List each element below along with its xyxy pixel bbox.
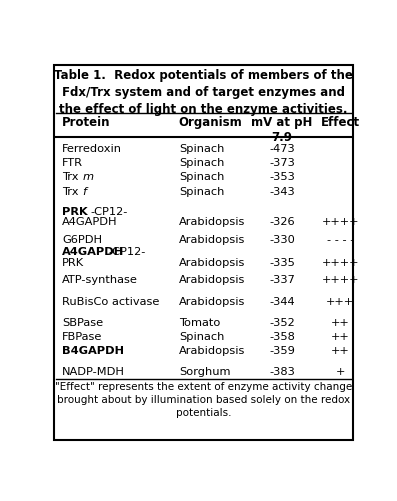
Text: Arabidopsis: Arabidopsis [179, 234, 245, 244]
Text: Spinach: Spinach [179, 158, 224, 168]
Text: -383: -383 [269, 366, 295, 376]
Text: A4GAPDH: A4GAPDH [62, 247, 124, 257]
Text: Tomato: Tomato [179, 317, 220, 327]
Text: ++: ++ [331, 345, 350, 355]
Text: mV at pH
7.9: mV at pH 7.9 [251, 115, 312, 143]
Text: -353: -353 [269, 172, 295, 182]
Text: Arabidopsis: Arabidopsis [179, 345, 245, 355]
Text: Arabidopsis: Arabidopsis [179, 275, 245, 285]
Text: ++++: ++++ [322, 217, 359, 227]
Text: Sorghum: Sorghum [179, 366, 230, 376]
Text: +++: +++ [326, 296, 355, 306]
Text: Arabidopsis: Arabidopsis [179, 296, 245, 306]
Text: -359: -359 [269, 345, 295, 355]
Text: -CP12-: -CP12- [90, 206, 127, 216]
Text: FTR: FTR [62, 158, 83, 168]
Text: Arabidopsis: Arabidopsis [179, 258, 245, 268]
Text: ++: ++ [331, 317, 350, 327]
Text: ++: ++ [331, 331, 350, 341]
Text: ++++: ++++ [322, 258, 359, 268]
FancyBboxPatch shape [54, 66, 353, 440]
Text: -CP12-: -CP12- [109, 247, 146, 257]
Text: PRK: PRK [62, 206, 88, 216]
Text: -326: -326 [269, 217, 295, 227]
Text: Organism: Organism [179, 115, 243, 128]
Text: -337: -337 [269, 275, 295, 285]
Text: ATP-synthase: ATP-synthase [62, 275, 138, 285]
Text: Table 1.  Redox potentials of members of the
Fdx/Trx system and of target enzyme: Table 1. Redox potentials of members of … [54, 69, 353, 116]
Text: Trx: Trx [62, 186, 82, 196]
Text: FBPase: FBPase [62, 331, 102, 341]
Text: -330: -330 [269, 234, 295, 244]
Text: Spinach: Spinach [179, 144, 224, 154]
Text: Spinach: Spinach [179, 172, 224, 182]
Text: Effect: Effect [321, 115, 360, 128]
Text: Spinach: Spinach [179, 331, 224, 341]
Text: - - - -: - - - - [327, 234, 354, 244]
Text: -352: -352 [269, 317, 295, 327]
Text: +: + [336, 366, 345, 376]
Text: Ferredoxin: Ferredoxin [62, 144, 122, 154]
Text: NADP-MDH: NADP-MDH [62, 366, 125, 376]
Text: m: m [82, 172, 93, 182]
Text: G6PDH: G6PDH [62, 234, 102, 244]
Text: A4GAPDH: A4GAPDH [62, 217, 118, 227]
Text: SBPase: SBPase [62, 317, 103, 327]
Text: B4GAPDH: B4GAPDH [62, 345, 124, 355]
Text: -373: -373 [269, 158, 295, 168]
Text: Spinach: Spinach [179, 186, 224, 196]
Text: -358: -358 [269, 331, 295, 341]
Text: f: f [82, 186, 86, 196]
Text: PRK: PRK [62, 258, 84, 268]
Text: ++++: ++++ [322, 275, 359, 285]
Text: Protein: Protein [62, 115, 110, 128]
Text: RuBisCo activase: RuBisCo activase [62, 296, 159, 306]
Text: "Effect" represents the extent of enzyme activity change
brought about by illumi: "Effect" represents the extent of enzyme… [55, 381, 352, 417]
Text: Trx: Trx [62, 172, 82, 182]
Text: -344: -344 [269, 296, 295, 306]
Text: -473: -473 [269, 144, 295, 154]
Text: -335: -335 [269, 258, 295, 268]
Text: -343: -343 [269, 186, 295, 196]
Text: Arabidopsis: Arabidopsis [179, 217, 245, 227]
